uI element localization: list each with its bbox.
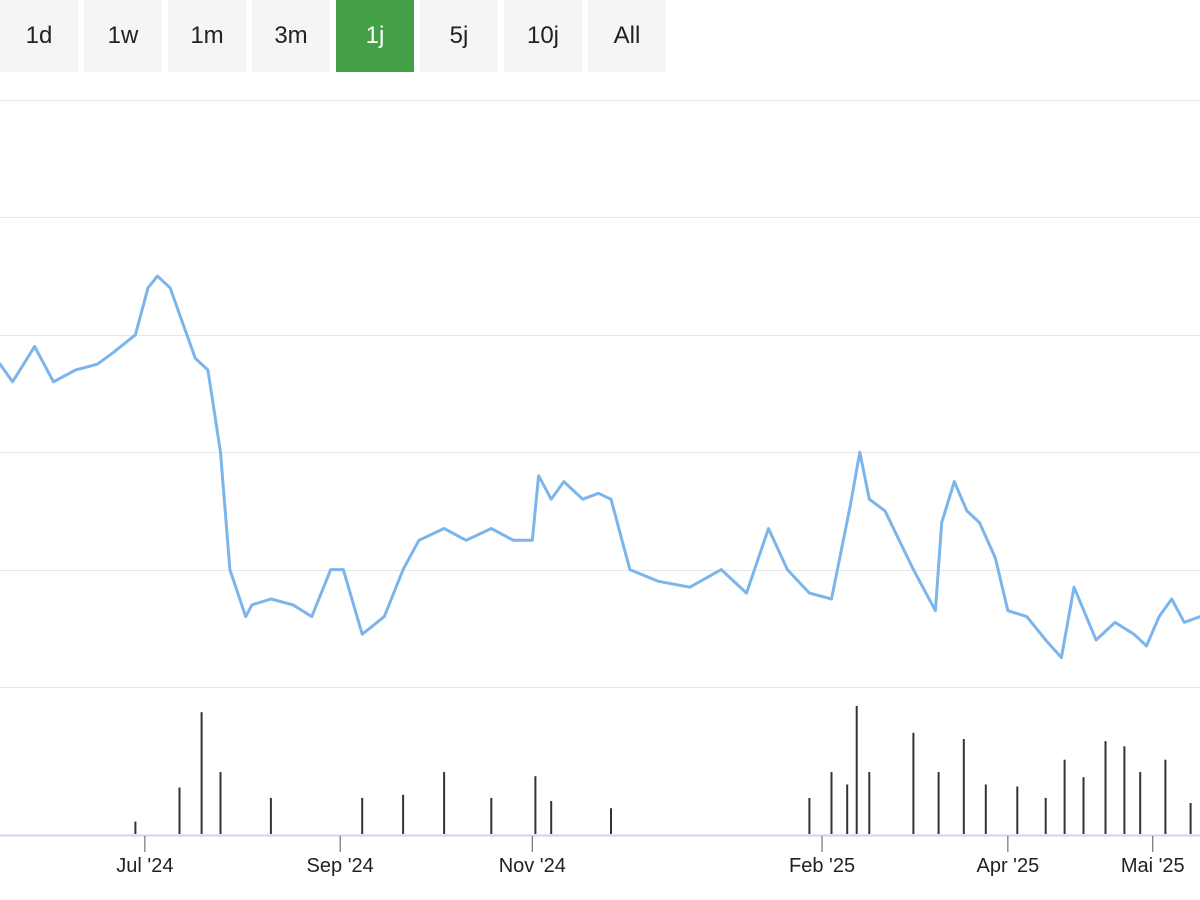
x-tick-label: Feb '25 [789, 855, 855, 877]
range-button-1d[interactable]: 1d [0, 0, 78, 72]
volume-bar [808, 797, 811, 834]
volume-bar [134, 821, 137, 834]
volume-bar [443, 772, 446, 834]
range-button-3m[interactable]: 3m [252, 0, 330, 72]
volume-bar [534, 776, 537, 834]
volume-bar [1123, 746, 1126, 834]
volume-bar [219, 772, 222, 834]
volume-bar [830, 772, 833, 834]
x-tick-label: Mai '25 [1121, 855, 1185, 877]
volume-bar [1189, 803, 1192, 834]
range-button-10j[interactable]: 10j [504, 0, 582, 72]
volume-bar [402, 794, 405, 834]
volume-bar [1082, 777, 1085, 834]
range-button-1m[interactable]: 1m [168, 0, 246, 72]
x-tick-label: Sep '24 [307, 855, 374, 877]
volume-bar [1044, 797, 1047, 834]
volume-bar [178, 787, 181, 834]
price-line [0, 274, 1200, 660]
volume-bar [361, 797, 364, 834]
volume-bar [937, 772, 940, 834]
volume-bar [1063, 759, 1066, 834]
volume-bar [1104, 741, 1107, 834]
volume-bar [855, 706, 858, 834]
volume-bar [610, 808, 612, 834]
price-gridlines [0, 100, 1200, 688]
volume-bar [269, 797, 272, 834]
volume-bar [1164, 759, 1167, 834]
x-axis-ticks: Jul '24 Sep '24 Nov '24 Feb '25 Apr '25 Mai '… [116, 836, 1185, 877]
volume-bar [1139, 772, 1142, 834]
volume-bar [490, 797, 493, 834]
range-button-5j[interactable]: 5j [420, 0, 498, 72]
volume-bar [550, 801, 553, 834]
volume-bar [846, 784, 849, 834]
volume-bar [962, 739, 965, 834]
x-tick-label: Nov '24 [499, 855, 566, 877]
volume-bars [134, 706, 1192, 834]
volume-bar [912, 732, 915, 834]
range-button-1j[interactable]: 1j [336, 0, 414, 72]
volume-bar [1016, 786, 1019, 834]
range-selector: 1d 1w 1m 3m 1j 5j 10j All [0, 0, 672, 72]
volume-bar [200, 712, 203, 834]
x-tick-label: Jul '24 [116, 855, 173, 877]
volume-bar [868, 772, 871, 834]
range-button-1w[interactable]: 1w [84, 0, 162, 72]
range-button-all[interactable]: All [588, 0, 666, 72]
volume-bar [984, 784, 987, 834]
x-tick-label: Apr '25 [976, 855, 1039, 877]
